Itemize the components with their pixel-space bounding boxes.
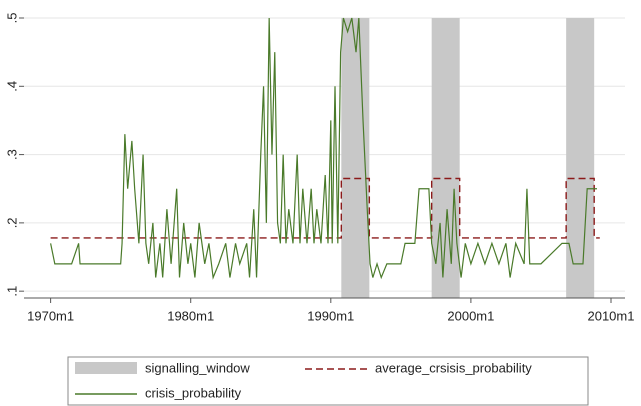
legend-label: signalling_window xyxy=(145,360,250,375)
legend-swatch xyxy=(75,362,137,374)
signalling-window xyxy=(431,18,460,298)
x-tick-label: 2010m1 xyxy=(587,308,634,323)
legend-label: crisis_probability xyxy=(145,385,242,400)
x-tick-label: 1990m1 xyxy=(307,308,354,323)
y-tick-label: .4 xyxy=(4,81,19,92)
x-tick-label: 2000m1 xyxy=(447,308,494,323)
signalling-window xyxy=(566,18,595,298)
y-tick-label: .3 xyxy=(4,149,19,160)
line-1 xyxy=(50,17,597,280)
y-tick-label: .1 xyxy=(4,286,19,297)
x-tick-label: 1970m1 xyxy=(27,308,74,323)
x-tick-label: 1980m1 xyxy=(167,308,214,323)
y-tick-label: .5 xyxy=(4,13,19,24)
line-0 xyxy=(50,177,600,239)
y-tick-label: .2 xyxy=(4,217,19,228)
legend-box xyxy=(67,356,589,406)
legend-label: average_crsisis_probability xyxy=(375,360,532,375)
